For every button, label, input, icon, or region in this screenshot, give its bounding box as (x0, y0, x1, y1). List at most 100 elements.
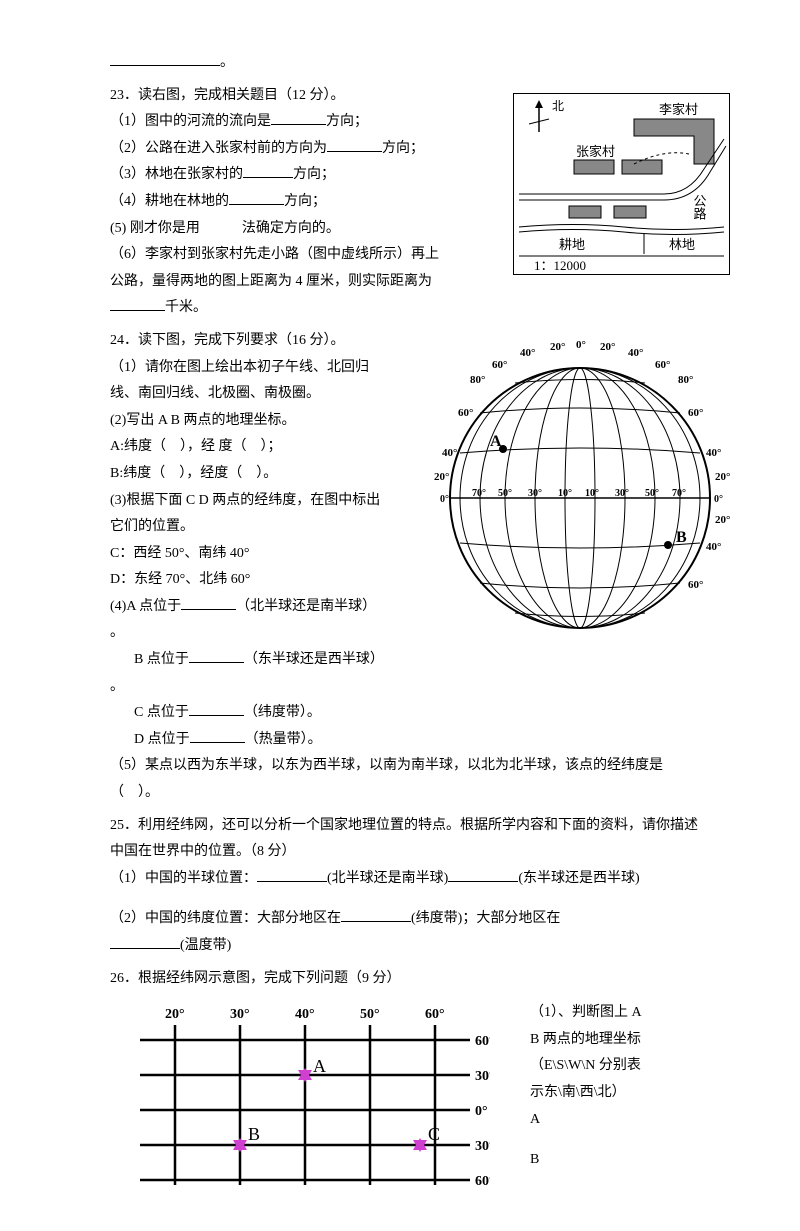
q24-i4b: B 点位于（东半球还是西半球） (110, 647, 390, 674)
svg-text:B: B (248, 1124, 260, 1144)
q26: 26．根据经纬网示意图，完成下列问题（9 分） 20° 30° 40° 50° … (110, 966, 710, 1201)
svg-text:60°: 60° (492, 359, 507, 371)
q23-i3: （3）林地在张家村的方向； (110, 162, 440, 189)
svg-text:张家村: 张家村 (576, 144, 615, 159)
svg-text:20°: 20° (600, 341, 615, 353)
svg-text:0°: 0° (714, 494, 723, 505)
svg-text:50°: 50° (360, 1007, 380, 1022)
q25: 25．利用经纬网，还可以分析一个国家地理位置的特点。根据所学内容和下面的资料，请… (110, 813, 710, 960)
svg-text:0°: 0° (576, 339, 586, 351)
svg-text:60°: 60° (475, 1174, 490, 1189)
q24-i4d: D 点位于（热量带）。 (110, 727, 390, 754)
q24-i2a: A:纬度（ ），经 度（ ）； (110, 434, 390, 461)
q23-head: 23．读右图，完成相关题目（12 分）。 (110, 83, 440, 110)
svg-text:40°: 40° (520, 347, 535, 359)
q24-globe: 80° 60° 40° 20° 0° 20° 40° 60° 80° 0° 70° 50° 30… (420, 338, 740, 669)
svg-text:50°: 50° (645, 488, 659, 499)
q24-i1: （1）请你在图上绘出本初子午线、北回归线、南回归线、北极圈、南极圈。 (110, 355, 390, 408)
svg-text:0°: 0° (475, 1104, 488, 1119)
globe-svg: 80° 60° 40° 20° 0° 20° 40° 60° 80° 0° 70° 50° 30… (420, 338, 740, 658)
svg-text:李家村: 李家村 (659, 102, 698, 117)
svg-text:80°: 80° (678, 374, 693, 386)
map-svg: 北 李家村 张家村 公路 (514, 94, 729, 274)
q23-i2: （2）公路在进入张家村前的方向为方向； (110, 136, 440, 163)
svg-text:40°: 40° (706, 541, 721, 553)
svg-text:0°: 0° (440, 494, 449, 505)
q23-i6: （6）李家村到张家村先走小路（图中虚线所示）再上公路，量得两地的图上距离为 4 … (110, 242, 440, 295)
svg-text:30°: 30° (475, 1139, 490, 1154)
q24-i4c: C 点位于（纬度带）。 (110, 700, 390, 727)
svg-text:20°: 20° (165, 1007, 185, 1022)
q23-i4: （4）耕地在林地的方向； (110, 189, 440, 216)
q24: 80° 60° 40° 20° 0° 20° 40° 60° 80° 0° 70° 50° 30… (110, 328, 710, 807)
q23: 北 李家村 张家村 公路 (110, 83, 710, 322)
svg-text:北: 北 (552, 99, 564, 113)
svg-text:B: B (676, 529, 687, 546)
q24-text: 24．读下图，完成下列要求（16 分）。 （1）请你在图上绘出本初子午线、北回归… (110, 328, 390, 754)
svg-text:20°: 20° (550, 341, 565, 353)
q26-grid: 20° 30° 40° 50° 60° (130, 1000, 490, 1201)
svg-text:10°: 10° (558, 488, 572, 499)
svg-text:60°: 60° (458, 407, 473, 419)
top-line: 。 (110, 50, 710, 77)
q26-s1: （1）、判断图上 A (530, 1000, 650, 1027)
svg-text:40°: 40° (295, 1007, 315, 1022)
q23-i5: (5) 刚才你是用 法确定方向的。 (110, 216, 440, 243)
page: 。 北 李家村 张家村 公路 (0, 0, 800, 1231)
q24-i4dot2: 。 (110, 674, 390, 701)
svg-text:林地: 林地 (669, 237, 695, 252)
q26-head: 26．根据经纬网示意图，完成下列问题（9 分） (110, 966, 710, 993)
svg-text:耕地: 耕地 (559, 237, 585, 252)
q25-i2: （2）中国的纬度位置：大部分地区在(纬度带)；大部分地区在 (110, 906, 710, 933)
q25-i2c: (温度带) (110, 933, 710, 960)
q24-i4dot: 。 (110, 620, 390, 647)
svg-text:40°: 40° (442, 447, 457, 459)
svg-text:60°: 60° (688, 407, 703, 419)
svg-text:20°: 20° (434, 471, 449, 483)
q23-text: 23．读右图，完成相关题目（12 分）。 （1）图中的河流的流向是方向； （2）… (110, 83, 440, 322)
q24-i3h: (3)根据下面 C D 两点的经纬度，在图中标出它们的位置。 (110, 488, 390, 541)
svg-text:60°: 60° (425, 1007, 445, 1022)
svg-text:A: A (313, 1056, 326, 1076)
svg-text:60°: 60° (655, 359, 670, 371)
svg-text:10°: 10° (585, 488, 599, 499)
q26-s5: B (530, 1147, 650, 1174)
svg-text:60°: 60° (688, 579, 703, 591)
svg-text:60°: 60° (475, 1034, 490, 1049)
q24-i3d: D：东经 70°、北纬 60° (110, 567, 390, 594)
svg-text:30°: 30° (475, 1069, 490, 1084)
svg-text:70°: 70° (472, 488, 486, 499)
q26-s3: （E\S\W\N 分别表示东\南\西\北） (530, 1053, 650, 1106)
q26-s2: B 两点的地理坐标 (530, 1027, 650, 1054)
q23-i1: （1）图中的河流的流向是方向； (110, 109, 440, 136)
q25-head: 25．利用经纬网，还可以分析一个国家地理位置的特点。根据所学内容和下面的资料，请… (110, 813, 710, 866)
q24-i2b: B:纬度（ ），经度（ ）。 (110, 461, 390, 488)
svg-text:20°: 20° (715, 514, 730, 526)
svg-text:A: A (490, 433, 502, 450)
svg-text:20°: 20° (715, 471, 730, 483)
svg-text:1：12000: 1：12000 (534, 258, 586, 273)
svg-text:70°: 70° (672, 488, 686, 499)
q24-i3c: C：西经 50°、南纬 40° (110, 541, 390, 568)
q26-side: （1）、判断图上 A B 两点的地理坐标 （E\S\W\N 分别表示东\南\西\… (530, 1000, 650, 1174)
svg-text:50°: 50° (498, 488, 512, 499)
q24-i5: （5）某点以西为东半球，以东为西半球，以南为南半球，以北为北半球，该点的经纬度是… (110, 753, 710, 806)
grid-svg: 20° 30° 40° 50° 60° (130, 1000, 490, 1190)
q24-i4a: (4)A 点位于（北半球还是南半球） (110, 594, 390, 621)
svg-text:C: C (428, 1124, 440, 1144)
q23-i6b: 千米。 (110, 295, 440, 322)
svg-text:30°: 30° (528, 488, 542, 499)
blank (110, 51, 220, 66)
svg-text:30°: 30° (615, 488, 629, 499)
svg-text:40°: 40° (706, 447, 721, 459)
q23-map: 北 李家村 张家村 公路 (513, 93, 730, 275)
svg-text:公路: 公路 (692, 194, 707, 220)
svg-text:30°: 30° (230, 1007, 250, 1022)
q25-i1: （1）中国的半球位置：(北半球还是南半球)(东半球还是西半球) (110, 866, 710, 893)
svg-text:80°: 80° (470, 374, 485, 386)
period: 。 (220, 55, 234, 70)
q26-s4: A (530, 1107, 650, 1134)
svg-text:40°: 40° (628, 347, 643, 359)
q24-head: 24．读下图，完成下列要求（16 分）。 (110, 328, 390, 355)
q24-i2h: (2)写出 A B 两点的地理坐标。 (110, 408, 390, 435)
